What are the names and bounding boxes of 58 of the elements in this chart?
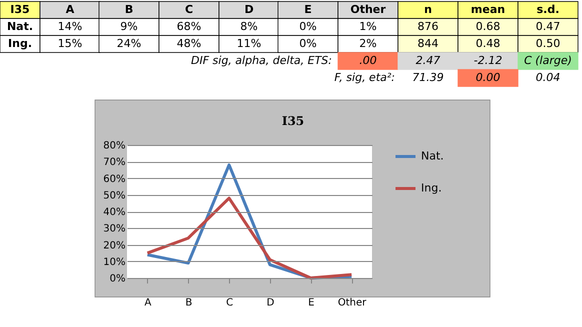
category-label: E <box>304 3 312 16</box>
chart-title: I35 <box>10 3 30 16</box>
text: Nat. <box>6 20 34 33</box>
y-tick-label: 40% <box>103 207 126 218</box>
category-label: A <box>66 3 74 16</box>
x-tick-label: B <box>185 298 192 308</box>
line-series <box>146 196 354 280</box>
text: 0.00 <box>476 71 500 84</box>
text: 15% <box>58 37 82 50</box>
text: 2.47 <box>416 54 440 67</box>
y-tick-label: 0% <box>110 274 126 284</box>
category-label: Other <box>350 3 386 16</box>
text: mean <box>470 3 506 16</box>
category-label: C <box>184 3 194 16</box>
text: 11% <box>236 37 262 50</box>
text: 71.39 <box>412 71 444 84</box>
text: 2% <box>359 37 377 50</box>
legend-label: Nat. <box>421 150 444 162</box>
text: 1% <box>359 20 377 33</box>
legend-label: Ing. <box>421 182 442 194</box>
text: 68% <box>176 20 202 33</box>
text: Ing. <box>8 37 32 50</box>
y-tick-label: 20% <box>103 240 126 252</box>
chart-title: I35 <box>282 114 304 128</box>
y-tick-label: 70% <box>103 157 126 168</box>
y-tick-label: 30% <box>103 224 126 235</box>
x-tick-label: E <box>308 298 314 308</box>
y-tick-label: 80% <box>103 140 126 152</box>
text: n <box>424 3 432 16</box>
text: 9% <box>120 20 138 33</box>
text: 0.50 <box>536 37 560 50</box>
text: 876 <box>418 20 438 33</box>
text: -2.12 <box>474 54 502 67</box>
y-tick-label: 50% <box>103 190 126 202</box>
text: 0.04 <box>536 71 560 84</box>
text: 0.47 <box>536 20 560 33</box>
x-tick-label: D <box>266 298 275 308</box>
category-label: B <box>124 3 134 16</box>
text: .00 <box>359 54 377 67</box>
text: DIF sig, alpha, delta, ETS: <box>191 54 332 67</box>
y-tick-label: 60% <box>103 174 126 185</box>
text: 0% <box>299 20 317 33</box>
text: 24% <box>116 37 142 50</box>
x-tick-label: C <box>226 298 234 308</box>
text: F, sig, eta²: <box>334 71 395 84</box>
text: C (large) <box>524 54 572 67</box>
x-tick-label: Other <box>338 298 368 308</box>
text: 0% <box>299 37 317 50</box>
y-tick-label: 10% <box>103 256 126 268</box>
text: s.d. <box>536 3 560 16</box>
x-tick-label: A <box>144 298 152 308</box>
category-label: D <box>244 3 254 16</box>
text: 14% <box>58 20 82 33</box>
text: 48% <box>176 37 202 50</box>
text: 0.48 <box>476 37 500 50</box>
text: 0.68 <box>476 20 500 33</box>
text: 844 <box>418 37 438 50</box>
text: 8% <box>240 20 258 33</box>
